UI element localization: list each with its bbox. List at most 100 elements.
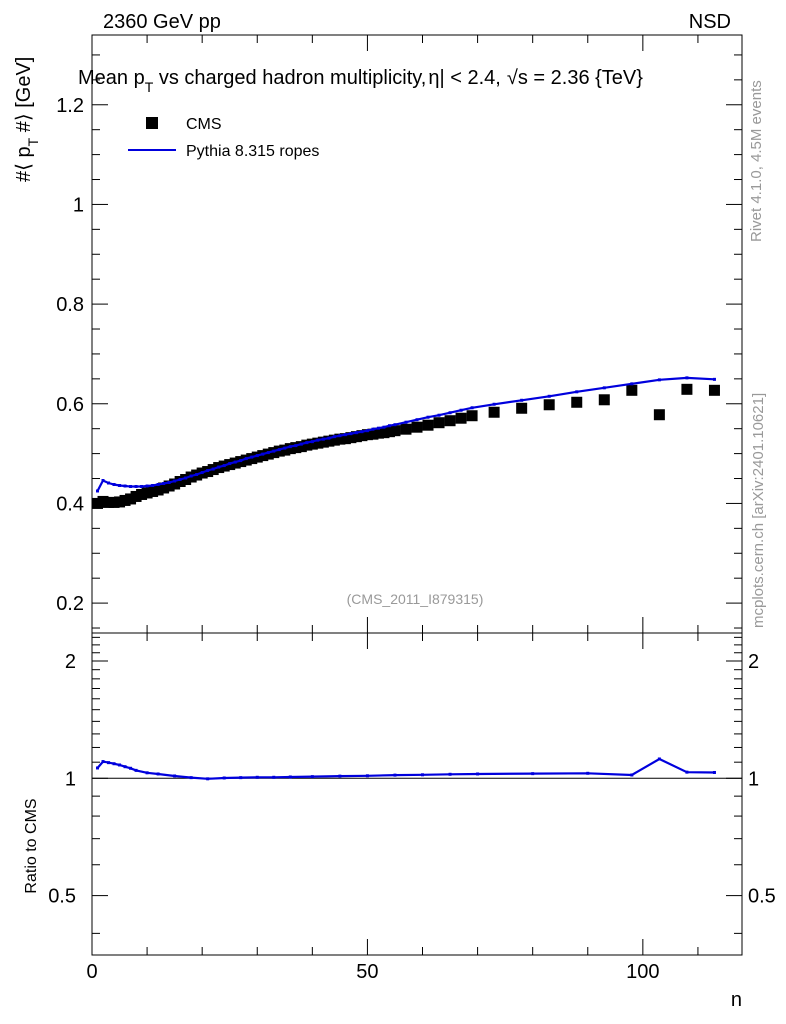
ratio-point [173, 774, 177, 778]
cms-data-point [626, 384, 638, 396]
pythia-point [145, 484, 149, 488]
ratio-point [476, 772, 480, 776]
pythia-point [233, 460, 237, 464]
pythia-point [299, 442, 303, 446]
pythia-point [448, 411, 452, 415]
mcplots-label: mcplots.cern.ch [arXiv:2401.10621] [750, 393, 767, 628]
x-axis-label: n [731, 989, 742, 1011]
cms-data-point [444, 415, 456, 427]
pythia-point [178, 478, 182, 482]
cms-data-point [543, 399, 555, 411]
pythia-point [393, 423, 397, 427]
cms-data-point [708, 384, 720, 396]
pythia-point [283, 446, 287, 450]
rivet-version-label: Rivet 4.1.0, 4.5M events [748, 80, 765, 242]
pythia-point [195, 473, 199, 477]
ratio-point [310, 775, 314, 779]
pythia-point [118, 483, 122, 487]
ratio-y-tick-label: 2 [65, 651, 76, 673]
cms-data-point [119, 494, 131, 506]
y-axis-label: #⟨ pT #⟩ [GeV] [13, 57, 41, 182]
cms-data-point [356, 430, 368, 442]
pythia-point [371, 427, 375, 431]
pythia-point [266, 451, 270, 455]
pythia-point [184, 476, 188, 480]
ratio-point [189, 776, 193, 780]
cms-data-point [163, 480, 175, 492]
pythia-point [310, 440, 314, 444]
pythia-point [101, 479, 105, 483]
pythia-point [206, 469, 210, 473]
pythia-point [520, 398, 524, 402]
cms-data-point [350, 431, 362, 443]
y-tick-label: 0.2 [56, 593, 84, 615]
cms-data-point [383, 426, 395, 438]
pythia-point [382, 425, 386, 429]
legend-pythia-label: Pythia 8.315 ropes [186, 143, 319, 160]
pythia-point [173, 479, 177, 483]
ratio-point [134, 768, 138, 772]
cms-data-point [389, 425, 401, 437]
ratio-point [156, 772, 160, 776]
x-tick-label: 100 [626, 961, 659, 983]
ratio-y-tick-label-right: 1 [748, 768, 759, 790]
pythia-point [261, 452, 265, 456]
y-tick-label: 1 [73, 194, 84, 216]
ratio-data-series [96, 757, 716, 781]
pythia-point [277, 448, 281, 452]
pythia-point [228, 462, 232, 466]
cms-data-point [378, 427, 390, 439]
ratio-point [118, 763, 122, 767]
cms-data-point [598, 394, 610, 406]
ratio-panel-frame [91, 632, 743, 956]
cms-data-point [571, 396, 583, 408]
pythia-point [272, 449, 276, 453]
pythia-point [365, 429, 369, 433]
ratio-point [96, 766, 100, 770]
energy-label: 2360 GeV pp [103, 11, 221, 33]
cms-data-point [328, 434, 340, 446]
pythia-point [200, 471, 204, 475]
pythia-point [239, 459, 243, 463]
main-title: Mean pT vs charged hadron multiplicity, η… [78, 67, 643, 95]
cms-data-point [301, 439, 313, 451]
pythia-point [112, 482, 116, 486]
cms-data-point [152, 484, 164, 496]
ratio-point [123, 765, 127, 769]
pythia-point [129, 484, 133, 488]
ratio-point [531, 772, 535, 776]
ratio-point [255, 775, 259, 779]
cms-data-point [372, 427, 384, 439]
pythia-point [288, 445, 292, 449]
ratio-curve [96, 757, 715, 780]
pythia-point [222, 464, 226, 468]
pythia-point [305, 441, 309, 445]
event-class-label: NSD [689, 11, 731, 33]
cms-data-point [92, 497, 104, 509]
cms-data-point [295, 441, 307, 453]
cms-data-point [169, 478, 181, 490]
legend: CMS Pythia 8.315 ropes [128, 116, 319, 160]
cms-data-point [400, 423, 412, 435]
ratio-point [206, 777, 210, 781]
ratio-point [129, 766, 133, 770]
cms-data-point [345, 432, 357, 444]
cms-data-point [136, 488, 148, 500]
pythia-point [354, 431, 358, 435]
pythia-point [338, 434, 342, 438]
pythia-point [316, 438, 320, 442]
x-tick-label: 0 [86, 961, 97, 983]
ratio-point [712, 770, 716, 774]
pythia-point [294, 444, 298, 448]
cms-data-point [411, 421, 423, 433]
cms-data-point [312, 437, 324, 449]
ratio-point [239, 776, 243, 780]
ratio-point [338, 774, 342, 778]
ratio-point [272, 775, 276, 779]
cms-data-point [284, 443, 296, 455]
pythia-point [162, 482, 166, 485]
pythia-point [327, 436, 331, 440]
cms-data-point [361, 429, 373, 441]
y-tick-label: 0.4 [56, 493, 84, 515]
